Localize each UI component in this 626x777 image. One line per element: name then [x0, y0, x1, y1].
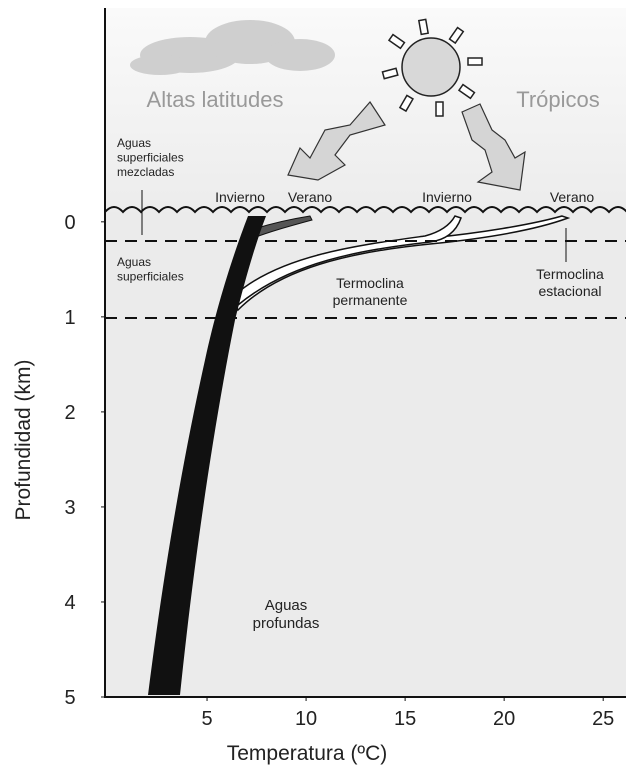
annotation: Aguas — [117, 255, 151, 269]
annotation: Verano — [550, 189, 595, 205]
y-tick-label: 2 — [64, 402, 75, 424]
annotation: superficiales — [117, 150, 184, 164]
annotation: Altas latitudes — [147, 87, 284, 112]
annotation: Termoclina — [336, 275, 404, 291]
annotation: Invierno — [215, 189, 265, 205]
x-tick-label: 25 — [592, 708, 614, 730]
y-tick-label: 0 — [64, 212, 75, 234]
annotation: Aguas — [265, 597, 308, 614]
x-axis-title: Temperatura (ºC) — [227, 742, 388, 765]
x-tick-label: 5 — [201, 708, 212, 730]
x-tick-label: 20 — [493, 708, 515, 730]
annotation: permanente — [333, 292, 408, 308]
y-tick-label: 5 — [64, 687, 75, 709]
annotation: mezcladas — [117, 165, 174, 179]
annotation: profundas — [253, 615, 320, 632]
y-tick-label: 3 — [64, 497, 75, 519]
annotation: Trópicos — [516, 87, 600, 112]
x-tick-label: 10 — [295, 708, 317, 730]
annotation: superficiales — [117, 269, 184, 283]
y-axis-title: Profundidad (km) — [12, 359, 35, 520]
y-tick-label: 1 — [64, 307, 75, 329]
y-tick-label: 4 — [64, 592, 75, 614]
chart: Temperatura (ºC) Profundidad (km) 510152… — [0, 0, 626, 772]
annotation: estacional — [538, 283, 601, 299]
annotation: Invierno — [422, 189, 472, 205]
x-tick-label: 15 — [394, 708, 416, 730]
annotation: Termoclina — [536, 266, 604, 282]
annotation: Verano — [288, 189, 333, 205]
annotation: Aguas — [117, 136, 151, 150]
